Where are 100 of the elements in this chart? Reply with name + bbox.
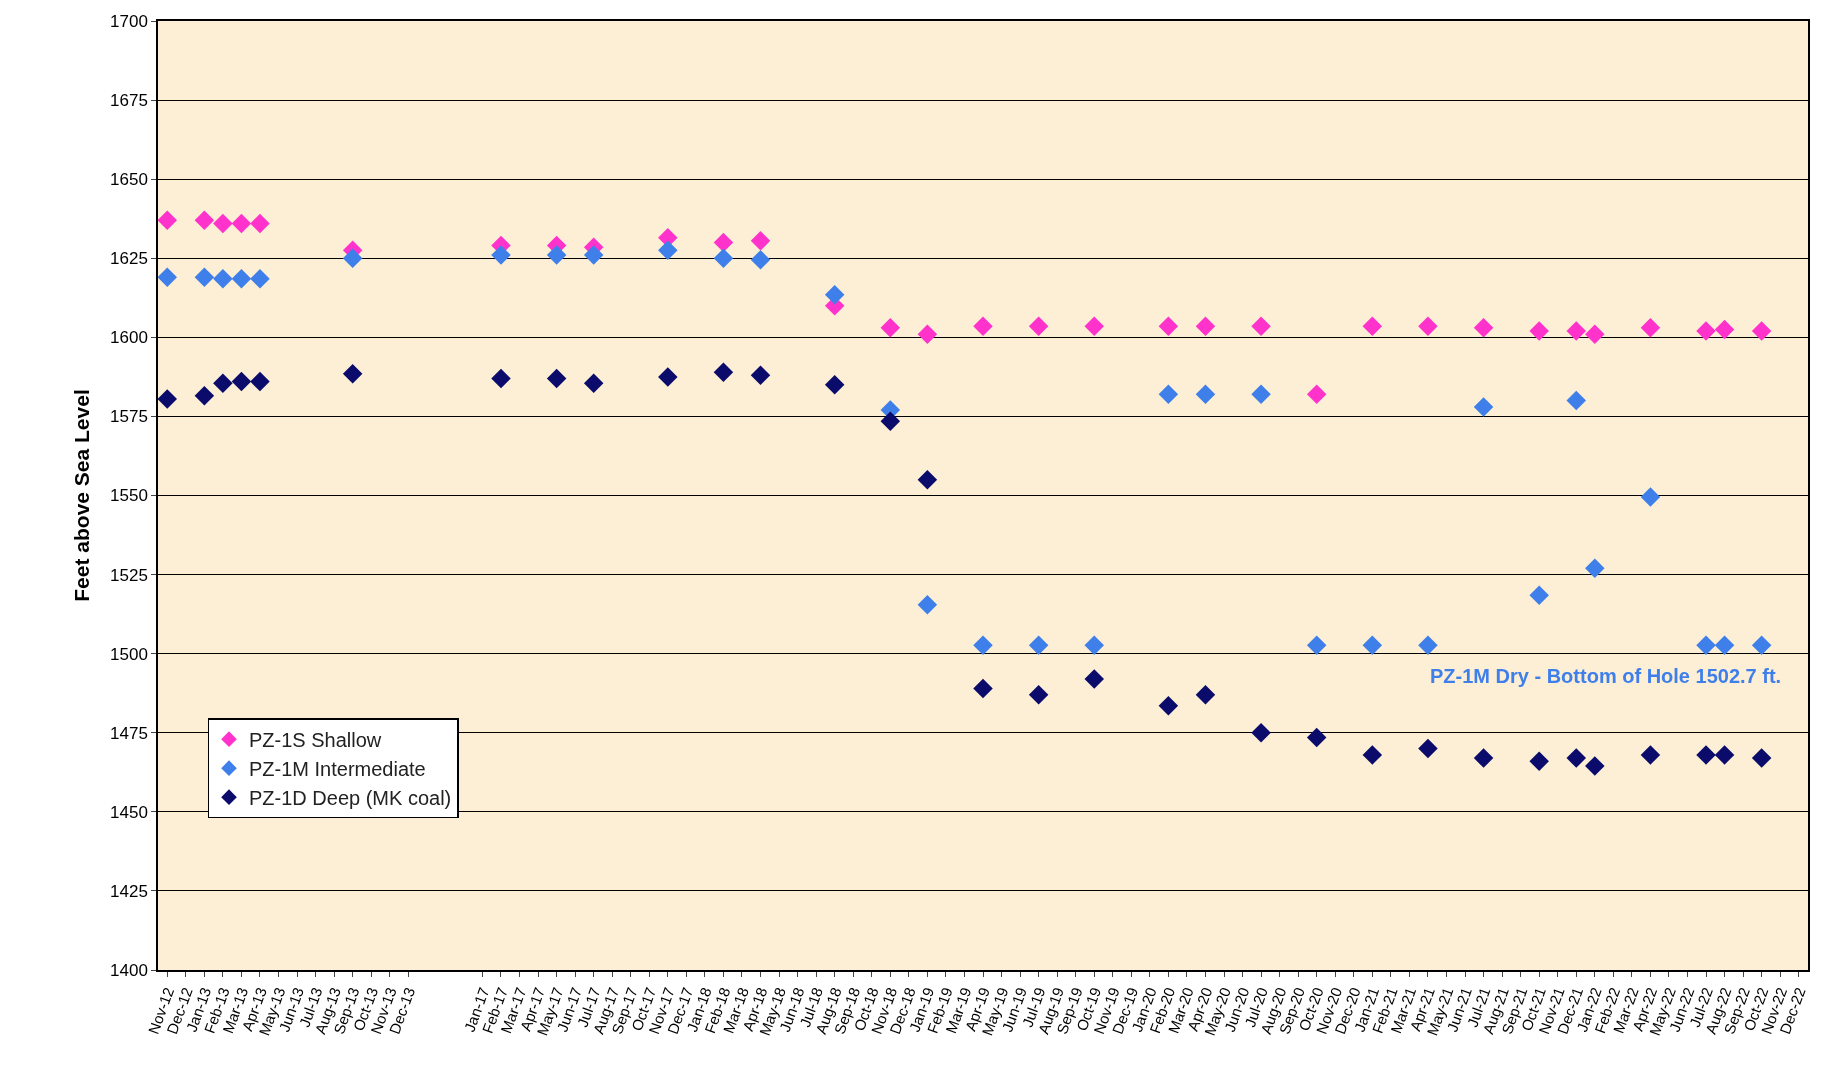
point [231,213,252,234]
point [1251,723,1271,743]
point [1696,321,1716,341]
point [213,213,233,234]
y-tick-label: 1675 [110,91,148,111]
point [1362,635,1383,655]
point [1028,316,1049,337]
y-tick-label: 1575 [110,407,148,427]
legend-label: PZ-1D Deep (MK coal) [249,786,452,809]
point [880,318,901,338]
y-tick-label: 1525 [110,565,148,585]
point [1566,390,1587,411]
point [157,210,178,231]
annotation: PZ-1M Dry - Bottom of Hole 1502.7 ft. [1430,665,1782,687]
point [1529,321,1549,341]
point [1158,316,1179,337]
point [213,269,233,289]
point [583,373,604,393]
point [1714,319,1735,340]
y-tick-label: 1700 [110,11,148,31]
point [1362,316,1383,337]
point [157,267,178,287]
point [250,269,270,289]
y-tick-label: 1625 [110,249,148,269]
point [658,367,678,387]
y-tick-label: 1400 [110,960,148,980]
point [1751,635,1772,655]
point [1640,745,1661,765]
point [546,368,567,389]
point [1473,748,1494,768]
point [1566,321,1587,341]
legend-label: PZ-1M Intermediate [249,757,426,780]
y-axis-title: Feet above Sea Level [69,389,93,602]
point [1306,384,1327,405]
point [1751,748,1772,768]
point [1251,316,1271,337]
point [824,375,845,395]
point [194,210,215,231]
y-tick-label: 1475 [110,723,148,743]
point [1714,745,1735,765]
point [213,373,233,393]
point [231,371,252,392]
point [1306,727,1327,748]
point [250,371,270,392]
point [713,232,734,253]
point [917,594,938,615]
y-tick-label: 1650 [110,170,148,190]
point [750,231,771,251]
point [1640,318,1661,338]
point [1028,685,1049,705]
point [973,316,993,337]
point [342,248,363,268]
point [1306,635,1327,655]
point [1084,669,1104,689]
point [1418,738,1438,759]
point [157,389,178,409]
point [1084,316,1104,337]
point [194,386,215,406]
point [1195,316,1216,337]
point [1696,635,1716,655]
point [1529,585,1549,605]
point [1566,748,1587,768]
point [1640,487,1661,507]
point [824,284,845,305]
point [1195,384,1216,405]
point [750,365,771,386]
y-tick-label: 1450 [110,802,148,822]
point [491,368,511,389]
legend-label: PZ-1S Shallow [249,728,382,751]
point [1751,321,1772,341]
y-tick-label: 1425 [110,881,148,901]
point [917,469,938,490]
point [583,245,604,265]
point [1028,635,1049,655]
point [1473,318,1494,338]
point [1418,635,1438,655]
point [713,362,734,382]
point [713,248,734,268]
point [1529,751,1549,771]
point [342,363,363,384]
point [1195,685,1216,705]
point [917,324,938,344]
point [750,250,771,270]
y-tick-label: 1600 [110,328,148,348]
point [658,240,678,261]
point [1585,558,1605,579]
point [973,635,993,655]
point [1158,384,1179,405]
y-tick-label: 1500 [110,644,148,664]
point [1585,756,1605,776]
point [880,411,901,431]
point [491,245,511,265]
point [973,678,993,699]
point [1473,397,1494,417]
point [231,269,252,289]
point [1696,745,1716,765]
point [1251,384,1271,405]
point [1362,745,1383,765]
point [194,267,215,287]
point [1585,324,1605,344]
